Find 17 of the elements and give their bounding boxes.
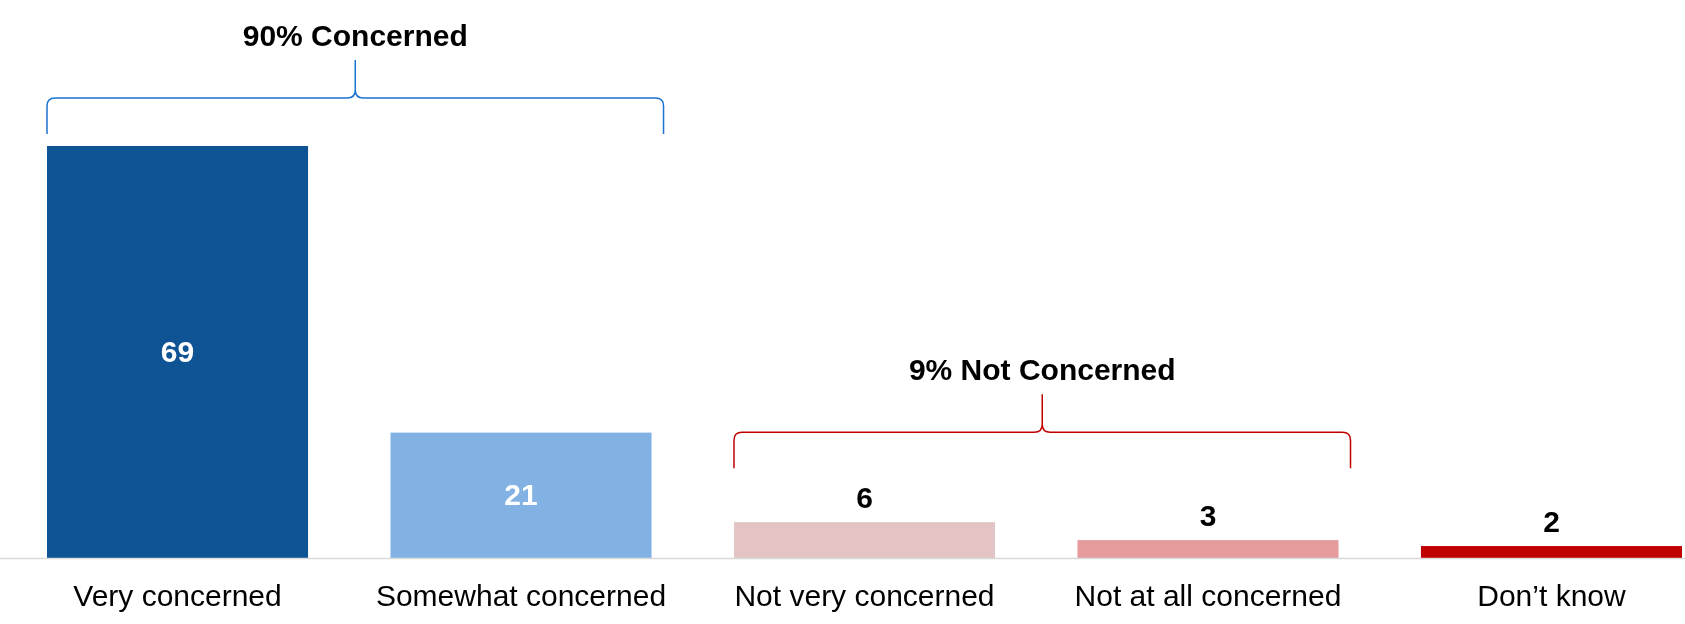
x-tick-label: Not very concerned bbox=[734, 579, 995, 612]
data-label: 69 bbox=[160, 335, 195, 368]
x-tick-label: Not at all concerned bbox=[1074, 579, 1342, 612]
x-tick-label: Very concerned bbox=[73, 579, 282, 612]
data-label: 3 bbox=[1199, 499, 1217, 533]
text: 90% Concerned bbox=[242, 19, 468, 52]
data-label: 6 bbox=[856, 481, 873, 515]
x-tick-label: Somewhat concerned bbox=[375, 579, 667, 612]
x-tick-label: Don’t know bbox=[1477, 579, 1627, 612]
bar bbox=[1077, 540, 1339, 558]
data-label: 21 bbox=[504, 478, 538, 512]
bar bbox=[1420, 546, 1682, 558]
bar bbox=[47, 146, 309, 558]
data-label: 2 bbox=[1543, 505, 1560, 539]
annotation: 9% Not Concerned bbox=[908, 353, 1176, 387]
bar bbox=[390, 432, 652, 558]
bar bbox=[733, 522, 996, 558]
